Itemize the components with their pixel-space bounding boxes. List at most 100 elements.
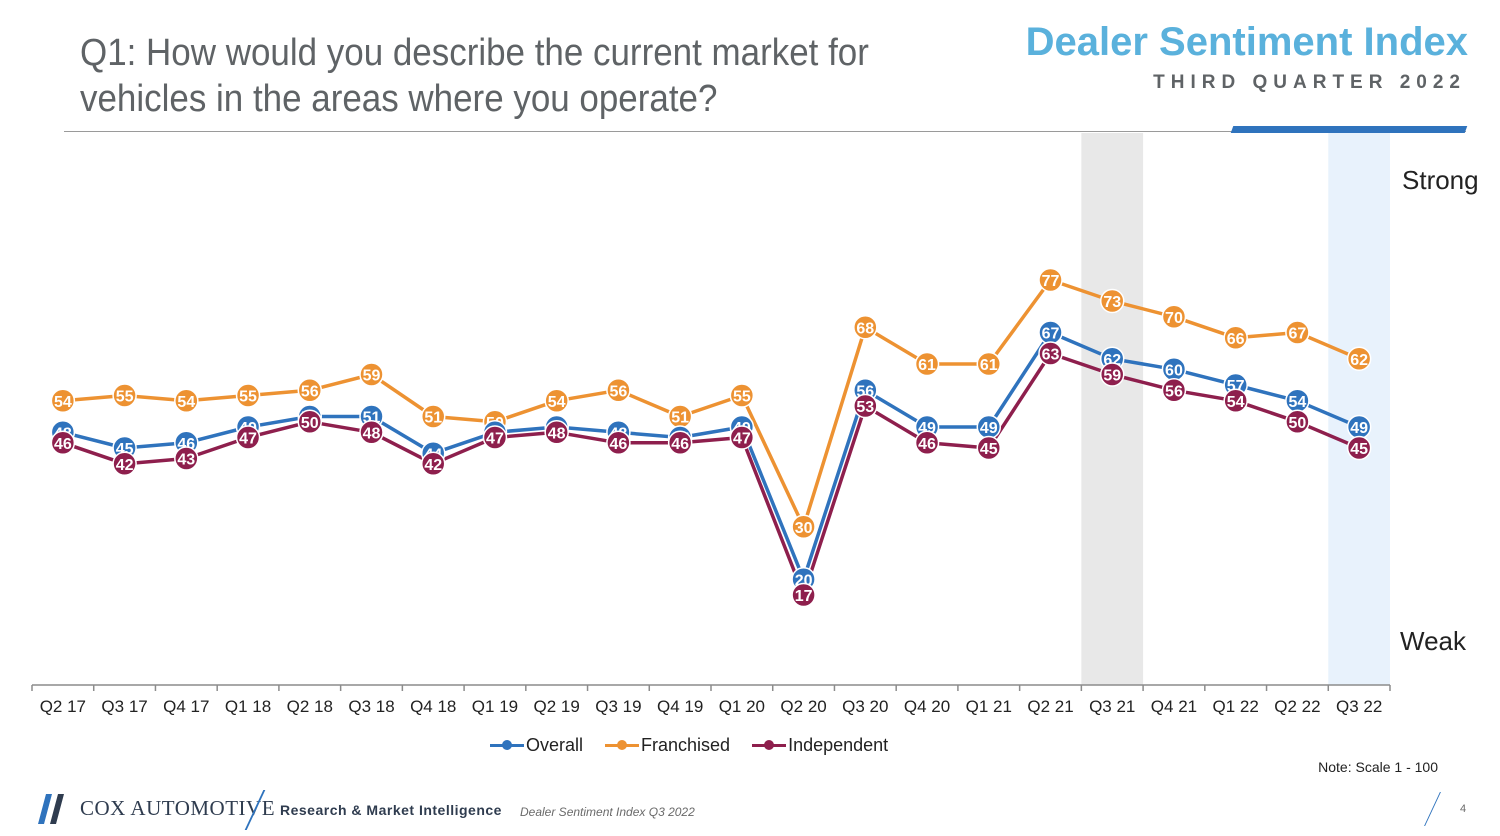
data-point-franchised: 68: [853, 315, 878, 340]
data-point-marker: [50, 388, 76, 413]
data-label: 54: [1289, 394, 1307, 411]
data-point-marker: [914, 351, 940, 377]
data-point-marker: [420, 451, 446, 476]
x-tick-label: Q4 18: [410, 697, 456, 716]
series-lines: [61, 278, 1361, 597]
data-point-marker: [1223, 388, 1248, 413]
scale-note: Note: Scale 1 - 100: [1318, 759, 1438, 775]
data-label: 53: [856, 399, 874, 416]
data-point-marker: [1038, 341, 1063, 366]
data-point-marker: [976, 351, 1002, 377]
data-point-overall: 67: [1038, 320, 1063, 345]
data-label: 45: [980, 441, 998, 458]
data-point-marker: [50, 430, 76, 455]
data-point-marker: [667, 430, 693, 455]
data-label: 55: [239, 389, 257, 406]
data-label: 67: [1042, 326, 1060, 343]
data-point-franchised: 61: [976, 351, 1002, 377]
legend-item-overall: Overall: [490, 735, 583, 756]
data-point-independent: 50: [1285, 409, 1310, 434]
data-point-independent: 54: [1223, 388, 1248, 413]
data-point-marker: [297, 409, 323, 434]
document-name: Dealer Sentiment Index Q3 2022: [520, 805, 695, 819]
x-tick-label: Q4 19: [657, 697, 703, 716]
series-line-independent: [61, 351, 1361, 597]
data-point-independent: 43: [174, 446, 199, 471]
data-point-marker: [112, 451, 137, 476]
data-point-marker: [1161, 304, 1187, 329]
x-tick-label: Q1 20: [719, 697, 765, 716]
x-tick-label: Q3 21: [1089, 697, 1135, 716]
data-label: 51: [671, 410, 689, 427]
data-point-independent: 45: [976, 435, 1002, 461]
data-label: 46: [54, 436, 72, 453]
data-point-franchised: 55: [235, 383, 261, 408]
data-point-independent: 42: [112, 451, 137, 476]
x-tick-label: Q3 17: [101, 697, 147, 716]
cox-automotive-logo-icon: [38, 794, 64, 824]
report-subtitle: THIRD QUARTER 2022: [1153, 72, 1466, 93]
x-tick-label: Q1 18: [225, 697, 271, 716]
data-point-franchised: 62: [1346, 346, 1372, 371]
legend-label-independent: Independent: [788, 735, 889, 755]
data-label: 61: [918, 357, 936, 374]
data-point-independent: 47: [235, 425, 261, 450]
data-label: 45: [1350, 441, 1368, 458]
data-label: 77: [1042, 273, 1060, 290]
data-label: 54: [54, 394, 72, 411]
x-tick-label: Q2 21: [1027, 697, 1073, 716]
data-point-independent: 50: [297, 409, 323, 434]
data-point-franchised: 54: [174, 388, 199, 413]
data-label: 50: [301, 415, 319, 432]
data-point-marker: [235, 425, 261, 450]
data-label: 54: [548, 394, 566, 411]
data-point-independent: 46: [667, 430, 693, 455]
data-point-franchised: 51: [420, 404, 446, 429]
data-point-overall: 49: [1346, 414, 1372, 440]
data-point-marker: [791, 582, 816, 608]
legend-item-franchised: Franchised: [605, 735, 730, 756]
x-tick-label: Q2 20: [780, 697, 826, 716]
data-label: 17: [795, 588, 813, 605]
legend-label-overall: Overall: [526, 735, 584, 755]
x-tick-label: Q3 18: [348, 697, 394, 716]
x-tick-label: Q3 19: [595, 697, 641, 716]
data-label: 61: [980, 357, 998, 374]
legend-item-independent: Independent: [752, 735, 888, 756]
data-point-marker: [1099, 362, 1125, 387]
x-tick-label: Q2 18: [287, 697, 333, 716]
x-tick-label: Q1 21: [966, 697, 1012, 716]
x-tick-label: Q2 22: [1274, 697, 1320, 716]
data-label: 68: [856, 320, 874, 337]
data-label: 48: [548, 425, 566, 442]
data-point-franchised: 30: [791, 514, 816, 539]
company-name: COX AUTOMOTIVE: [80, 796, 276, 820]
data-point-overall: 54: [1285, 388, 1310, 413]
data-point-independent: 59: [1099, 362, 1125, 387]
legend-swatch-franchised: [605, 740, 640, 750]
data-point-marker: [1285, 409, 1310, 434]
data-point-independent: 47: [729, 425, 755, 450]
data-point-marker: [791, 514, 816, 539]
data-label: 54: [1227, 394, 1245, 411]
data-point-marker: [482, 425, 508, 450]
data-label: 67: [1289, 326, 1307, 343]
data-point-franchised: 61: [914, 351, 940, 377]
data-point-independent: 42: [420, 451, 446, 476]
highlight-band-q3-22: [1328, 133, 1390, 685]
data-label: 49: [980, 420, 998, 437]
data-label: 43: [177, 452, 195, 469]
data-point-marker: [544, 388, 569, 413]
data-label: 55: [733, 389, 751, 406]
data-point-marker: [297, 378, 323, 403]
data-point-independent: 45: [1346, 435, 1372, 461]
data-label: 60: [1165, 362, 1183, 379]
data-point-franchised: 56: [297, 378, 323, 403]
data-point-franchised: 54: [50, 388, 76, 413]
data-point-marker: [1038, 267, 1063, 293]
x-tick-label: Q2 17: [40, 697, 86, 716]
data-point-marker: [976, 435, 1002, 461]
data-point-marker: [174, 446, 199, 471]
scale-label-strong: Strong: [1402, 165, 1479, 195]
x-tick-label: Q3 22: [1336, 697, 1382, 716]
